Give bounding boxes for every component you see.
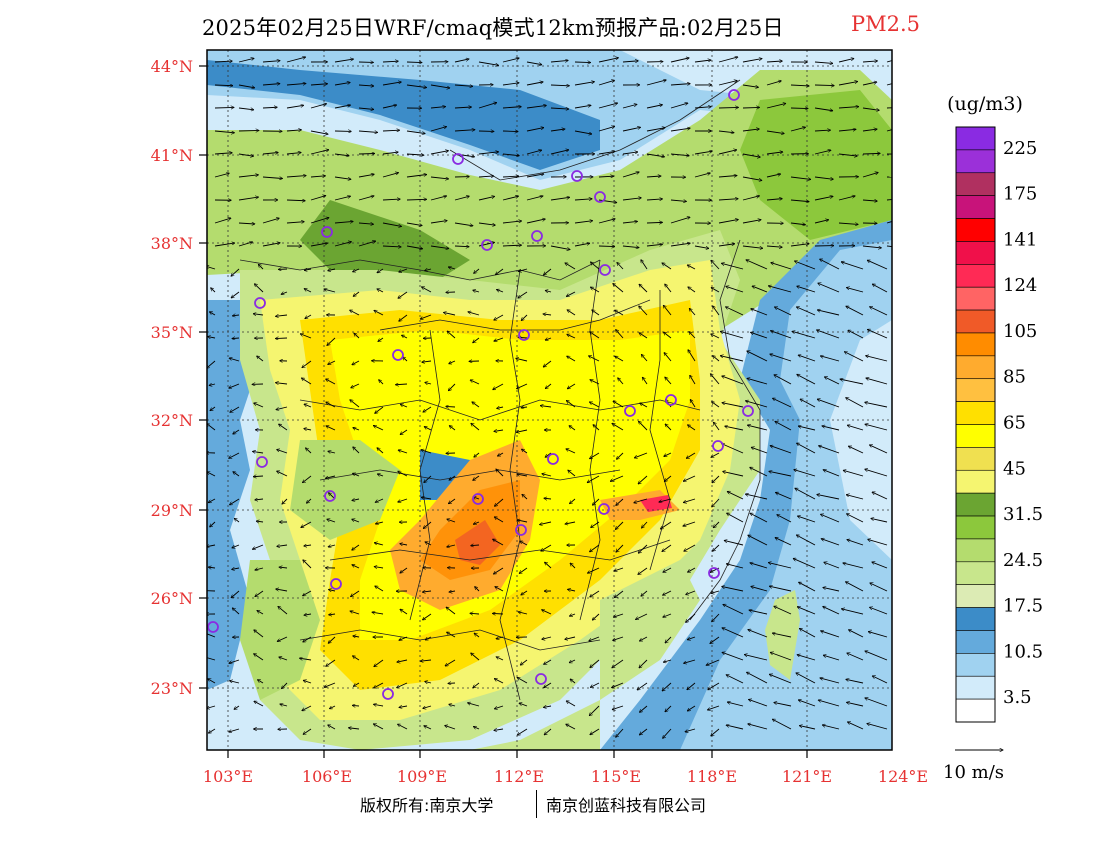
wind-arrow (232, 338, 239, 339)
wind-arrow (215, 107, 234, 108)
legend-swatch (956, 310, 995, 333)
lat-label: 38°N (151, 234, 193, 253)
legend-swatch (956, 676, 995, 699)
footer: 版权所有:南京大学 南京创蓝科技有限公司 (360, 790, 780, 820)
legend-swatch (956, 379, 995, 402)
wind-arrow (863, 153, 880, 154)
legend-label: 225 (1003, 138, 1037, 159)
lon-label: 124°E (878, 767, 928, 786)
wind-reference: 10 m/s (943, 750, 1004, 783)
wind-arrow (815, 85, 834, 86)
legend-label: 3.5 (1003, 687, 1032, 708)
legend-swatch (956, 356, 995, 379)
legend-swatch (956, 150, 995, 173)
legend-swatch (956, 333, 995, 356)
lon-labels: 103°E 106°E 109°E 112°E 115°E 118°E 121°… (203, 767, 928, 786)
legend-swatch (956, 516, 995, 539)
legend-swatch (956, 630, 995, 653)
legend-swatch (956, 287, 995, 310)
lat-label: 29°N (151, 501, 193, 520)
legend-swatch (956, 219, 995, 242)
legend-unit: (ug/m3) (947, 93, 1023, 115)
lat-ticks (199, 66, 207, 688)
wind-arrow (492, 613, 503, 614)
wind-arrow (239, 130, 259, 131)
legend-label: 10.5 (1003, 641, 1043, 662)
wind-arrow (503, 131, 518, 132)
footer-divider (536, 790, 537, 818)
pm25-field (207, 50, 892, 750)
legend-label: 45 (1003, 458, 1026, 479)
legend-label: 141 (1003, 229, 1037, 250)
lat-label: 35°N (151, 323, 193, 342)
legend-swatch (956, 585, 995, 608)
legend-swatch (956, 562, 995, 585)
legend-swatch (956, 173, 995, 196)
wind-arrow (743, 107, 760, 108)
wind-arrow (446, 406, 455, 407)
copyright-text: 版权所有:南京大学 (360, 792, 493, 816)
lon-label: 118°E (687, 767, 737, 786)
legend-label: 124 (1003, 275, 1037, 296)
legend-swatch (956, 402, 995, 425)
legend-swatch (956, 127, 995, 150)
wind-arrow (407, 62, 422, 63)
legend-label: 65 (1003, 413, 1026, 434)
legend-swatch (956, 264, 995, 287)
lon-label: 112°E (494, 767, 544, 786)
legend-label: 31.5 (1003, 504, 1043, 525)
lon-label: 121°E (782, 767, 832, 786)
wind-reference-label: 10 m/s (943, 762, 1004, 783)
company-text: 南京创蓝科技有限公司 (546, 792, 706, 816)
wind-arrow (275, 338, 287, 339)
lat-label: 44°N (151, 57, 193, 76)
legend-swatch (956, 447, 995, 470)
legend-swatch (956, 608, 995, 631)
lat-label: 32°N (151, 411, 193, 430)
wind-arrow (719, 107, 738, 108)
legend-label: 175 (1003, 184, 1037, 205)
legend-swatch (956, 470, 995, 493)
wind-arrow (647, 222, 662, 223)
legend-swatch (956, 539, 995, 562)
color-legend: 225 175 141 124 105 85 65 45 31.5 24.5 17.5 10.5 3.5 (956, 127, 1043, 722)
lat-label: 23°N (151, 679, 193, 698)
lon-ticks (228, 750, 807, 758)
legend-label: 85 (1003, 367, 1026, 388)
legend-swatch (956, 653, 995, 676)
lat-labels: 44°N 41°N 38°N 35°N 32°N 29°N 26°N 23°N (151, 57, 193, 698)
legend-label: 105 (1003, 321, 1037, 342)
wind-arrow (791, 108, 808, 109)
legend-swatch (956, 493, 995, 516)
lon-label: 103°E (203, 767, 253, 786)
legend-swatch (956, 425, 995, 448)
legend-swatch (956, 241, 995, 264)
lon-label: 106°E (302, 767, 352, 786)
lon-label: 115°E (591, 767, 641, 786)
wind-arrow (575, 62, 591, 63)
legend-swatch (956, 196, 995, 219)
lat-label: 26°N (151, 589, 193, 608)
legend-swatch (956, 699, 995, 722)
wind-arrow (599, 246, 615, 247)
legend-label: 17.5 (1003, 596, 1043, 617)
lon-label: 109°E (397, 767, 447, 786)
legend-label: 24.5 (1003, 550, 1043, 571)
lat-label: 41°N (151, 146, 193, 165)
wind-arrow (352, 705, 359, 706)
